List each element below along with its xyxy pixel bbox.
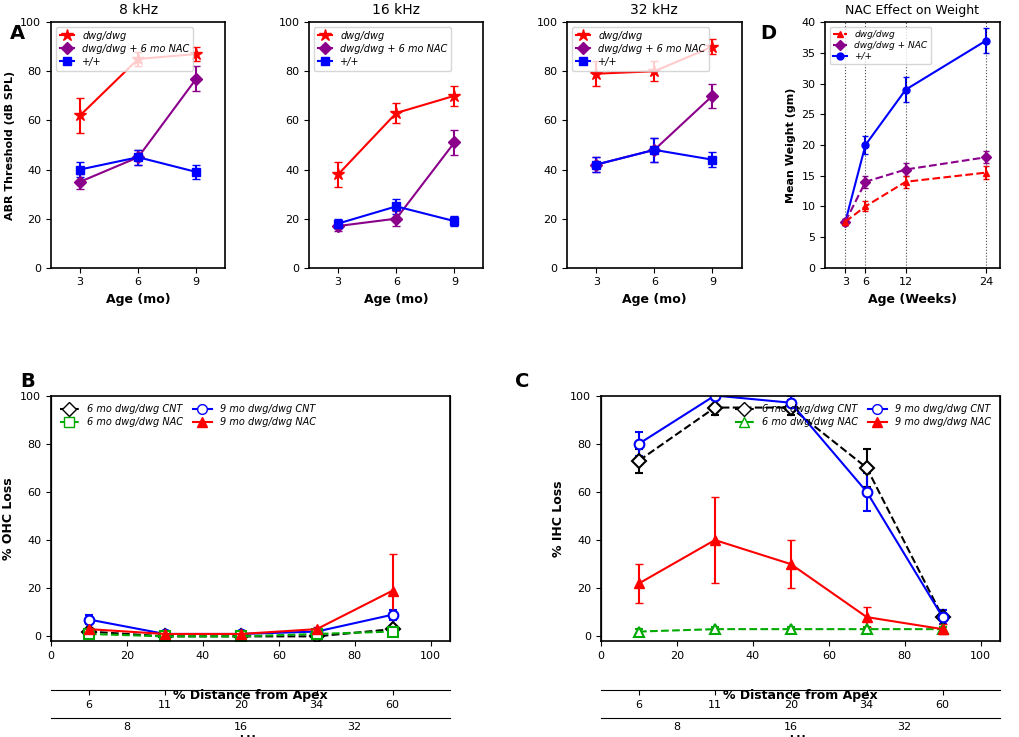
Legend: dwg/dwg, dwg/dwg + 6 mo NAC, +/+: dwg/dwg, dwg/dwg + 6 mo NAC, +/+ [56,27,193,71]
Title: 16 kHz: 16 kHz [372,3,420,17]
Legend: dwg/dwg, dwg/dwg + NAC, +/+: dwg/dwg, dwg/dwg + NAC, +/+ [828,27,930,64]
X-axis label: Age (Weeks): Age (Weeks) [867,293,956,306]
X-axis label: % Distance from Apex: % Distance from Apex [722,688,876,702]
Y-axis label: ABR Threshold (dB SPL): ABR Threshold (dB SPL) [5,70,14,220]
Text: B: B [20,372,35,391]
X-axis label: kHz: kHz [788,736,811,737]
X-axis label: % Distance from Apex: % Distance from Apex [173,688,327,702]
X-axis label: kHz: kHz [238,736,262,737]
Title: 32 kHz: 32 kHz [630,3,678,17]
Title: 8 kHz: 8 kHz [118,3,158,17]
Y-axis label: Mean Weight (gm): Mean Weight (gm) [785,87,795,203]
X-axis label: Age (mo): Age (mo) [364,293,428,306]
Text: A: A [10,24,25,43]
Legend: dwg/dwg, dwg/dwg + 6 mo NAC, +/+: dwg/dwg, dwg/dwg + 6 mo NAC, +/+ [314,27,450,71]
X-axis label: Age (mo): Age (mo) [622,293,686,306]
Text: C: C [515,372,529,391]
Y-axis label: % IHC Loss: % IHC Loss [551,480,565,556]
Y-axis label: % OHC Loss: % OHC Loss [2,477,14,559]
Legend: 6 mo dwg/dwg CNT, 6 mo dwg/dwg NAC, 9 mo dwg/dwg CNT, 9 mo dwg/dwg NAC: 6 mo dwg/dwg CNT, 6 mo dwg/dwg NAC, 9 mo… [56,400,320,431]
X-axis label: Age (mo): Age (mo) [106,293,170,306]
Legend: 6 mo dwg/dwg CNT, 6 mo dwg/dwg NAC, 9 mo dwg/dwg CNT, 9 mo dwg/dwg NAC: 6 mo dwg/dwg CNT, 6 mo dwg/dwg NAC, 9 mo… [730,400,994,431]
Title: NAC Effect on Weight: NAC Effect on Weight [845,4,978,17]
Text: D: D [759,24,775,43]
Legend: dwg/dwg, dwg/dwg + 6 mo NAC, +/+: dwg/dwg, dwg/dwg + 6 mo NAC, +/+ [572,27,708,71]
